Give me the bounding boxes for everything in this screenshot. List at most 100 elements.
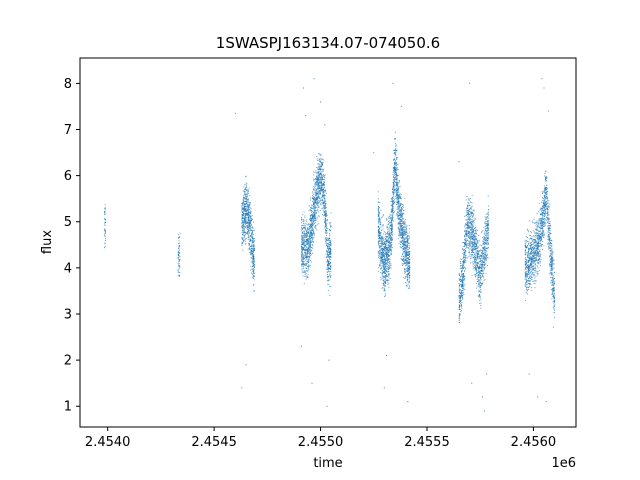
data-point (308, 254, 310, 256)
data-point (486, 221, 488, 223)
data-point (468, 255, 470, 258)
data-point (326, 272, 328, 274)
data-point (178, 248, 180, 250)
data-point (242, 220, 244, 222)
data-point (244, 226, 246, 228)
data-point (305, 265, 307, 267)
data-point (394, 195, 396, 197)
data-point (487, 228, 489, 230)
data-point (251, 260, 253, 262)
data-point (472, 260, 474, 263)
data-point (392, 198, 394, 200)
data-point (474, 218, 476, 220)
data-point (328, 241, 330, 244)
data-point (486, 241, 488, 243)
data-point (104, 222, 106, 224)
data-point (480, 302, 482, 304)
data-point (388, 261, 390, 264)
data-point (318, 172, 320, 174)
data-point (306, 227, 308, 229)
data-point (406, 269, 408, 271)
data-point (384, 293, 386, 295)
data-point (476, 287, 478, 289)
data-point (327, 271, 330, 273)
data-point (314, 212, 316, 214)
data-point (460, 259, 463, 261)
data-point (473, 260, 476, 262)
data-point (321, 171, 323, 173)
data-point (309, 245, 311, 247)
data-point (250, 269, 252, 271)
data-point (318, 190, 320, 192)
data-point (311, 204, 313, 206)
data-point (309, 208, 311, 210)
data-point (247, 216, 249, 218)
data-point (249, 248, 251, 250)
data-point (303, 283, 305, 285)
data-point (104, 246, 106, 248)
data-point (398, 194, 400, 196)
data-point (468, 237, 470, 239)
data-point (253, 229, 255, 231)
data-point (408, 286, 410, 288)
data-point (312, 252, 314, 254)
data-point (388, 273, 390, 275)
data-point (464, 266, 466, 268)
data-point (460, 289, 462, 291)
data-point (250, 228, 252, 230)
data-point (179, 264, 181, 266)
data-point (396, 166, 398, 168)
data-point (379, 239, 381, 241)
data-point (390, 239, 392, 241)
data-point (400, 242, 402, 244)
data-point (312, 192, 314, 194)
data-point (462, 253, 464, 255)
data-point (104, 234, 106, 236)
data-point (241, 205, 243, 207)
data-point (322, 203, 324, 205)
data-point (469, 240, 471, 242)
data-point (309, 259, 312, 261)
data-point (459, 280, 462, 282)
data-point (385, 253, 387, 255)
data-point (386, 248, 389, 250)
data-point (377, 252, 379, 254)
data-point (103, 210, 106, 213)
data-point (404, 258, 406, 260)
data-point (326, 243, 329, 245)
data-point (304, 216, 306, 218)
data-point (378, 218, 380, 220)
data-point (251, 219, 253, 221)
data-point (304, 251, 306, 253)
data-point (246, 223, 248, 225)
data-point (383, 236, 385, 238)
data-point (306, 237, 308, 240)
data-point (378, 211, 380, 213)
data-point (462, 258, 464, 260)
data-point (307, 247, 309, 249)
data-point (250, 236, 253, 238)
data-point (327, 265, 329, 267)
data-point (400, 216, 402, 218)
data-point (303, 269, 305, 272)
data-point (381, 266, 383, 268)
data-point (401, 263, 403, 265)
data-point (477, 234, 480, 237)
data-point (383, 255, 385, 258)
data-point (319, 170, 321, 172)
data-point (386, 257, 388, 259)
data-point (401, 239, 403, 241)
data-point (304, 246, 306, 248)
data-point (242, 190, 244, 192)
data-point (386, 280, 388, 282)
data-point (406, 236, 408, 238)
data-point (318, 176, 320, 178)
data-point (179, 232, 181, 234)
data-point (323, 186, 326, 188)
data-point (401, 259, 404, 262)
data-point (323, 174, 325, 177)
data-point (326, 244, 328, 246)
data-point (479, 272, 481, 274)
data-point (387, 240, 389, 242)
data-point (403, 244, 406, 246)
